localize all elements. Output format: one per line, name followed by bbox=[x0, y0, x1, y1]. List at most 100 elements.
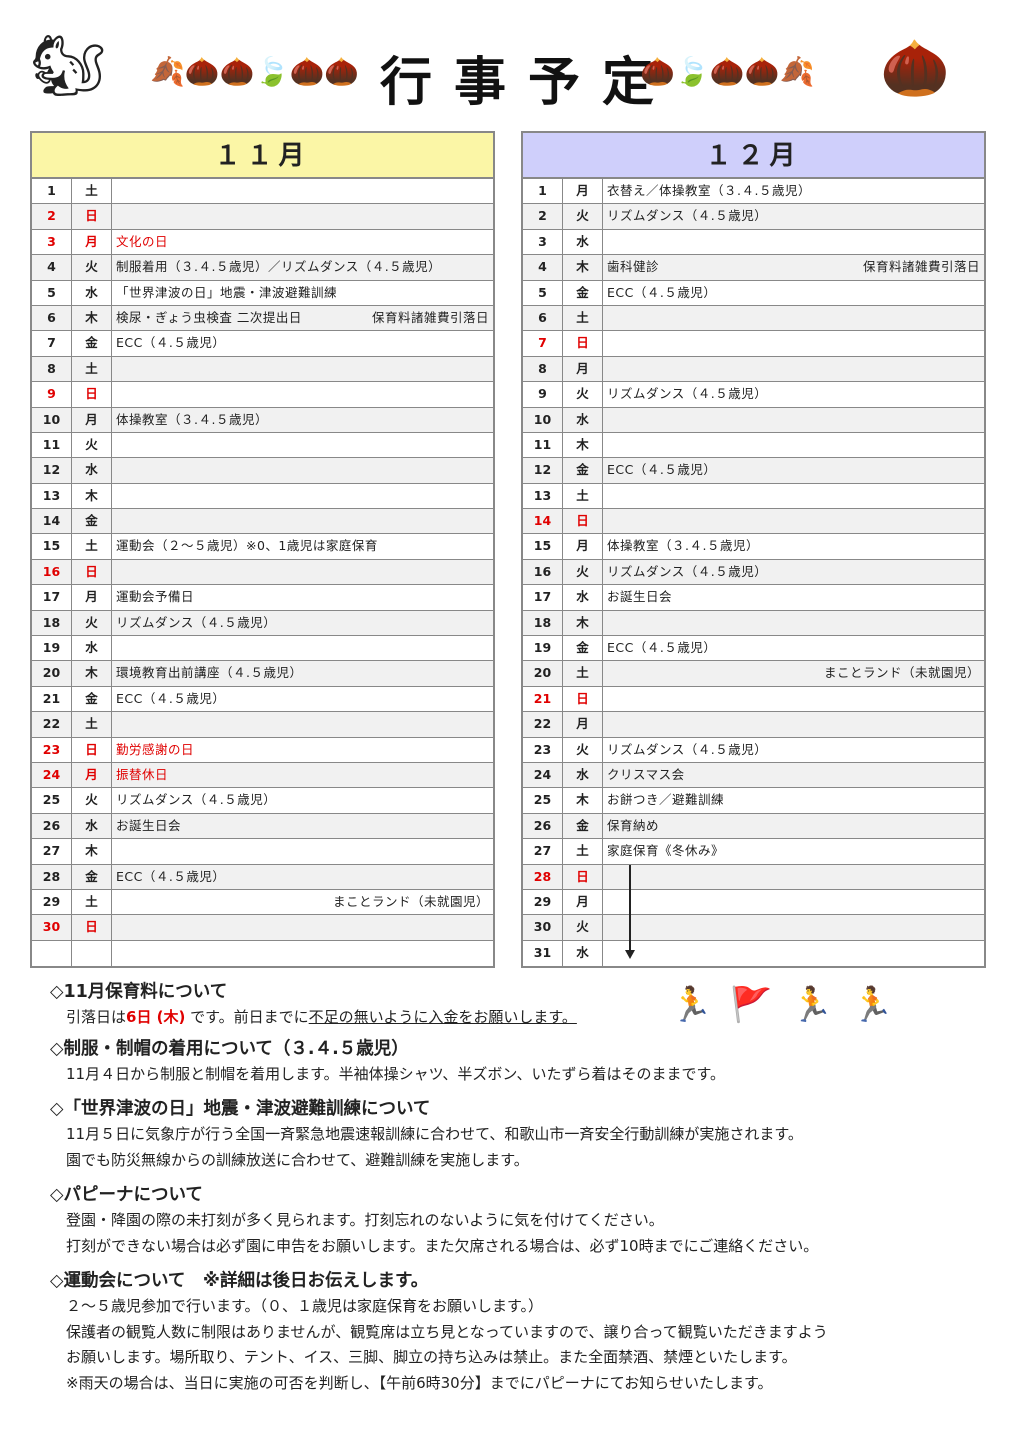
day-number: 19 bbox=[32, 636, 72, 661]
weekday: 水 bbox=[72, 280, 112, 305]
papina-heading: ◇パピーナについて bbox=[50, 1185, 203, 1205]
calendar-row: 22 土 bbox=[32, 712, 493, 738]
weekday: 土 bbox=[72, 179, 112, 204]
event-text: 「世界津波の日」地震・津波避難訓練 bbox=[116, 284, 338, 300]
calendar-row: 22 月 bbox=[523, 712, 984, 738]
calendar-row: 17 水お誕生日会 bbox=[523, 585, 984, 611]
event-cell bbox=[112, 357, 493, 381]
event-cell: 衣替え／体操教室（３.４.５歳児） bbox=[603, 179, 984, 203]
calendar-row: 24 月振替休日 bbox=[32, 762, 493, 789]
event-text: ECC（４.５歳児） bbox=[116, 868, 226, 884]
november-calendar: １１月 1 土 2 日 3 月文化の日 4 火制服着用（３.４.５歳児）／リズムダンス（４.５… bbox=[30, 131, 495, 969]
squirrel-illustration: 🐿 bbox=[30, 31, 107, 101]
weekday: 日 bbox=[563, 331, 603, 356]
event-cell: お誕生日会 bbox=[603, 585, 984, 609]
day-number: 21 bbox=[32, 686, 72, 712]
fee-pre: 引落日は bbox=[66, 1008, 127, 1026]
event-cell bbox=[112, 484, 493, 508]
event-text: 運動会（２～５歳児）※0、1歳児は家庭保育 bbox=[116, 538, 378, 554]
day-number: 11 bbox=[523, 432, 563, 458]
event-cell bbox=[112, 433, 493, 457]
day-number: 31 bbox=[523, 940, 563, 967]
calendar-row: 5 金 ECC（４.５歳児） bbox=[523, 280, 984, 306]
weekday: 日 bbox=[72, 915, 112, 940]
event-note-right: 保育料諸雑費引落日 bbox=[862, 259, 980, 275]
event-cell: ECC（４.５歳児） bbox=[112, 865, 493, 889]
papina-line: 打刻ができない場合は必ず園に申告をお願いします。また欠席される場合は、必ず10時… bbox=[66, 1236, 819, 1255]
day-number: 21 bbox=[523, 686, 563, 712]
fee-underlined: 不足の無いように入金をお願いします。 bbox=[308, 1008, 577, 1026]
event-cell bbox=[112, 941, 493, 966]
event-text: 体操教室（３.４.５歳児） bbox=[607, 538, 759, 554]
day-number: 20 bbox=[32, 661, 72, 686]
weekday: 土 bbox=[563, 483, 603, 509]
weekday bbox=[72, 940, 112, 967]
event-cell: ECC（４.５歳児） bbox=[603, 281, 984, 305]
november-header: １１月 bbox=[32, 133, 493, 179]
notes-section: ◇11月保育料について 引落日は6日 (木) です。前日までに不足の無いように入… bbox=[50, 980, 990, 1396]
day-number: 16 bbox=[32, 559, 72, 585]
event-cell: リズムダンス（４.５歳児） bbox=[603, 204, 984, 228]
event-note-right: 保育料諸雑費引落日 bbox=[371, 309, 489, 325]
sports-line: 保護者の観覧人数に制限はありませんが、観覧席は立ち見となっていますので、譲り合っ… bbox=[66, 1322, 828, 1341]
day-number: 3 bbox=[32, 229, 72, 255]
day-number: 12 bbox=[523, 458, 563, 483]
day-number: 26 bbox=[32, 813, 72, 839]
calendar-row: 9 火リズムダンス（４.５歳児） bbox=[523, 382, 984, 408]
calendar-row: 7 金 ECC（４.５歳児） bbox=[32, 331, 493, 357]
calendar-row: 6 木検尿・ぎょう虫検査 二次提出日 保育料諸雑費引落日 bbox=[32, 305, 493, 332]
weekday: 月 bbox=[72, 229, 112, 255]
weekday: 月 bbox=[563, 534, 603, 559]
event-text: 家庭保育《冬休み》 bbox=[607, 843, 725, 859]
weekday: 土 bbox=[563, 661, 603, 686]
event-cell bbox=[112, 560, 493, 584]
uniform-heading: ◇制服・制帽の着用について（３.４.５歳児） bbox=[50, 1038, 409, 1059]
event-text: リズムダンス（４.５歳児） bbox=[116, 614, 277, 630]
weekday: 木 bbox=[563, 432, 603, 458]
calendar-row: 15 土運動会（２～５歳児）※0、1歳児は家庭保育 bbox=[32, 534, 493, 560]
event-text: ECC（４.５歳児） bbox=[116, 335, 226, 351]
day-number: 5 bbox=[523, 280, 563, 305]
day-number: 4 bbox=[32, 255, 72, 280]
weekday: 金 bbox=[72, 509, 112, 534]
weekday: 日 bbox=[563, 864, 603, 889]
weekday: 金 bbox=[72, 686, 112, 712]
event-text: 歯科健診 bbox=[607, 259, 660, 275]
event-cell bbox=[603, 865, 984, 889]
day-number: 10 bbox=[32, 407, 72, 432]
event-text: リズムダンス（４.５歳児） bbox=[607, 563, 768, 579]
day-number: 18 bbox=[32, 610, 72, 636]
weekday: 日 bbox=[72, 559, 112, 585]
weekday: 金 bbox=[563, 636, 603, 661]
day-number: 8 bbox=[523, 356, 563, 382]
weekday: 木 bbox=[563, 255, 603, 280]
weekday: 火 bbox=[563, 915, 603, 940]
event-cell: ECC（４.５歳児） bbox=[112, 331, 493, 355]
calendar-row: 28 金 ECC（４.５歳児） bbox=[32, 864, 493, 890]
day-number: 15 bbox=[32, 534, 72, 559]
calendar-row: 1 月衣替え／体操教室（３.４.５歳児） bbox=[523, 179, 984, 205]
day-number: 28 bbox=[523, 864, 563, 889]
weekday: 水 bbox=[72, 636, 112, 661]
event-cell: リズムダンス（４.５歳児） bbox=[603, 382, 984, 406]
weekday: 日 bbox=[72, 737, 112, 762]
event-cell: ECC（４.５歳児） bbox=[603, 636, 984, 660]
day-number: 24 bbox=[523, 762, 563, 788]
fee-heading: ◇11月保育料について bbox=[50, 982, 228, 1002]
event-cell: リズムダンス（４.５歳児） bbox=[603, 560, 984, 584]
day-number: 6 bbox=[523, 305, 563, 331]
uniform-line: 11月４日から制服と制帽を着用します。半袖体操シャツ、半ズボン、いたずら着はその… bbox=[66, 1064, 725, 1083]
day-number: 17 bbox=[523, 585, 563, 610]
day-number bbox=[32, 940, 72, 967]
calendar-row: 25 火リズムダンス（４.５歳児） bbox=[32, 788, 493, 814]
event-cell: 保育納め bbox=[603, 814, 984, 838]
event-text: お誕生日会 bbox=[116, 817, 182, 833]
event-cell: 文化の日 bbox=[112, 230, 493, 254]
fee-mid: です。前日までに bbox=[185, 1008, 309, 1026]
event-cell: 運動会予備日 bbox=[112, 585, 493, 609]
weekday: 金 bbox=[72, 331, 112, 356]
day-number: 22 bbox=[32, 712, 72, 737]
day-number: 27 bbox=[523, 839, 563, 864]
sports-heading: ◇運動会について ※詳細は後日お伝えします。 bbox=[50, 1271, 429, 1291]
